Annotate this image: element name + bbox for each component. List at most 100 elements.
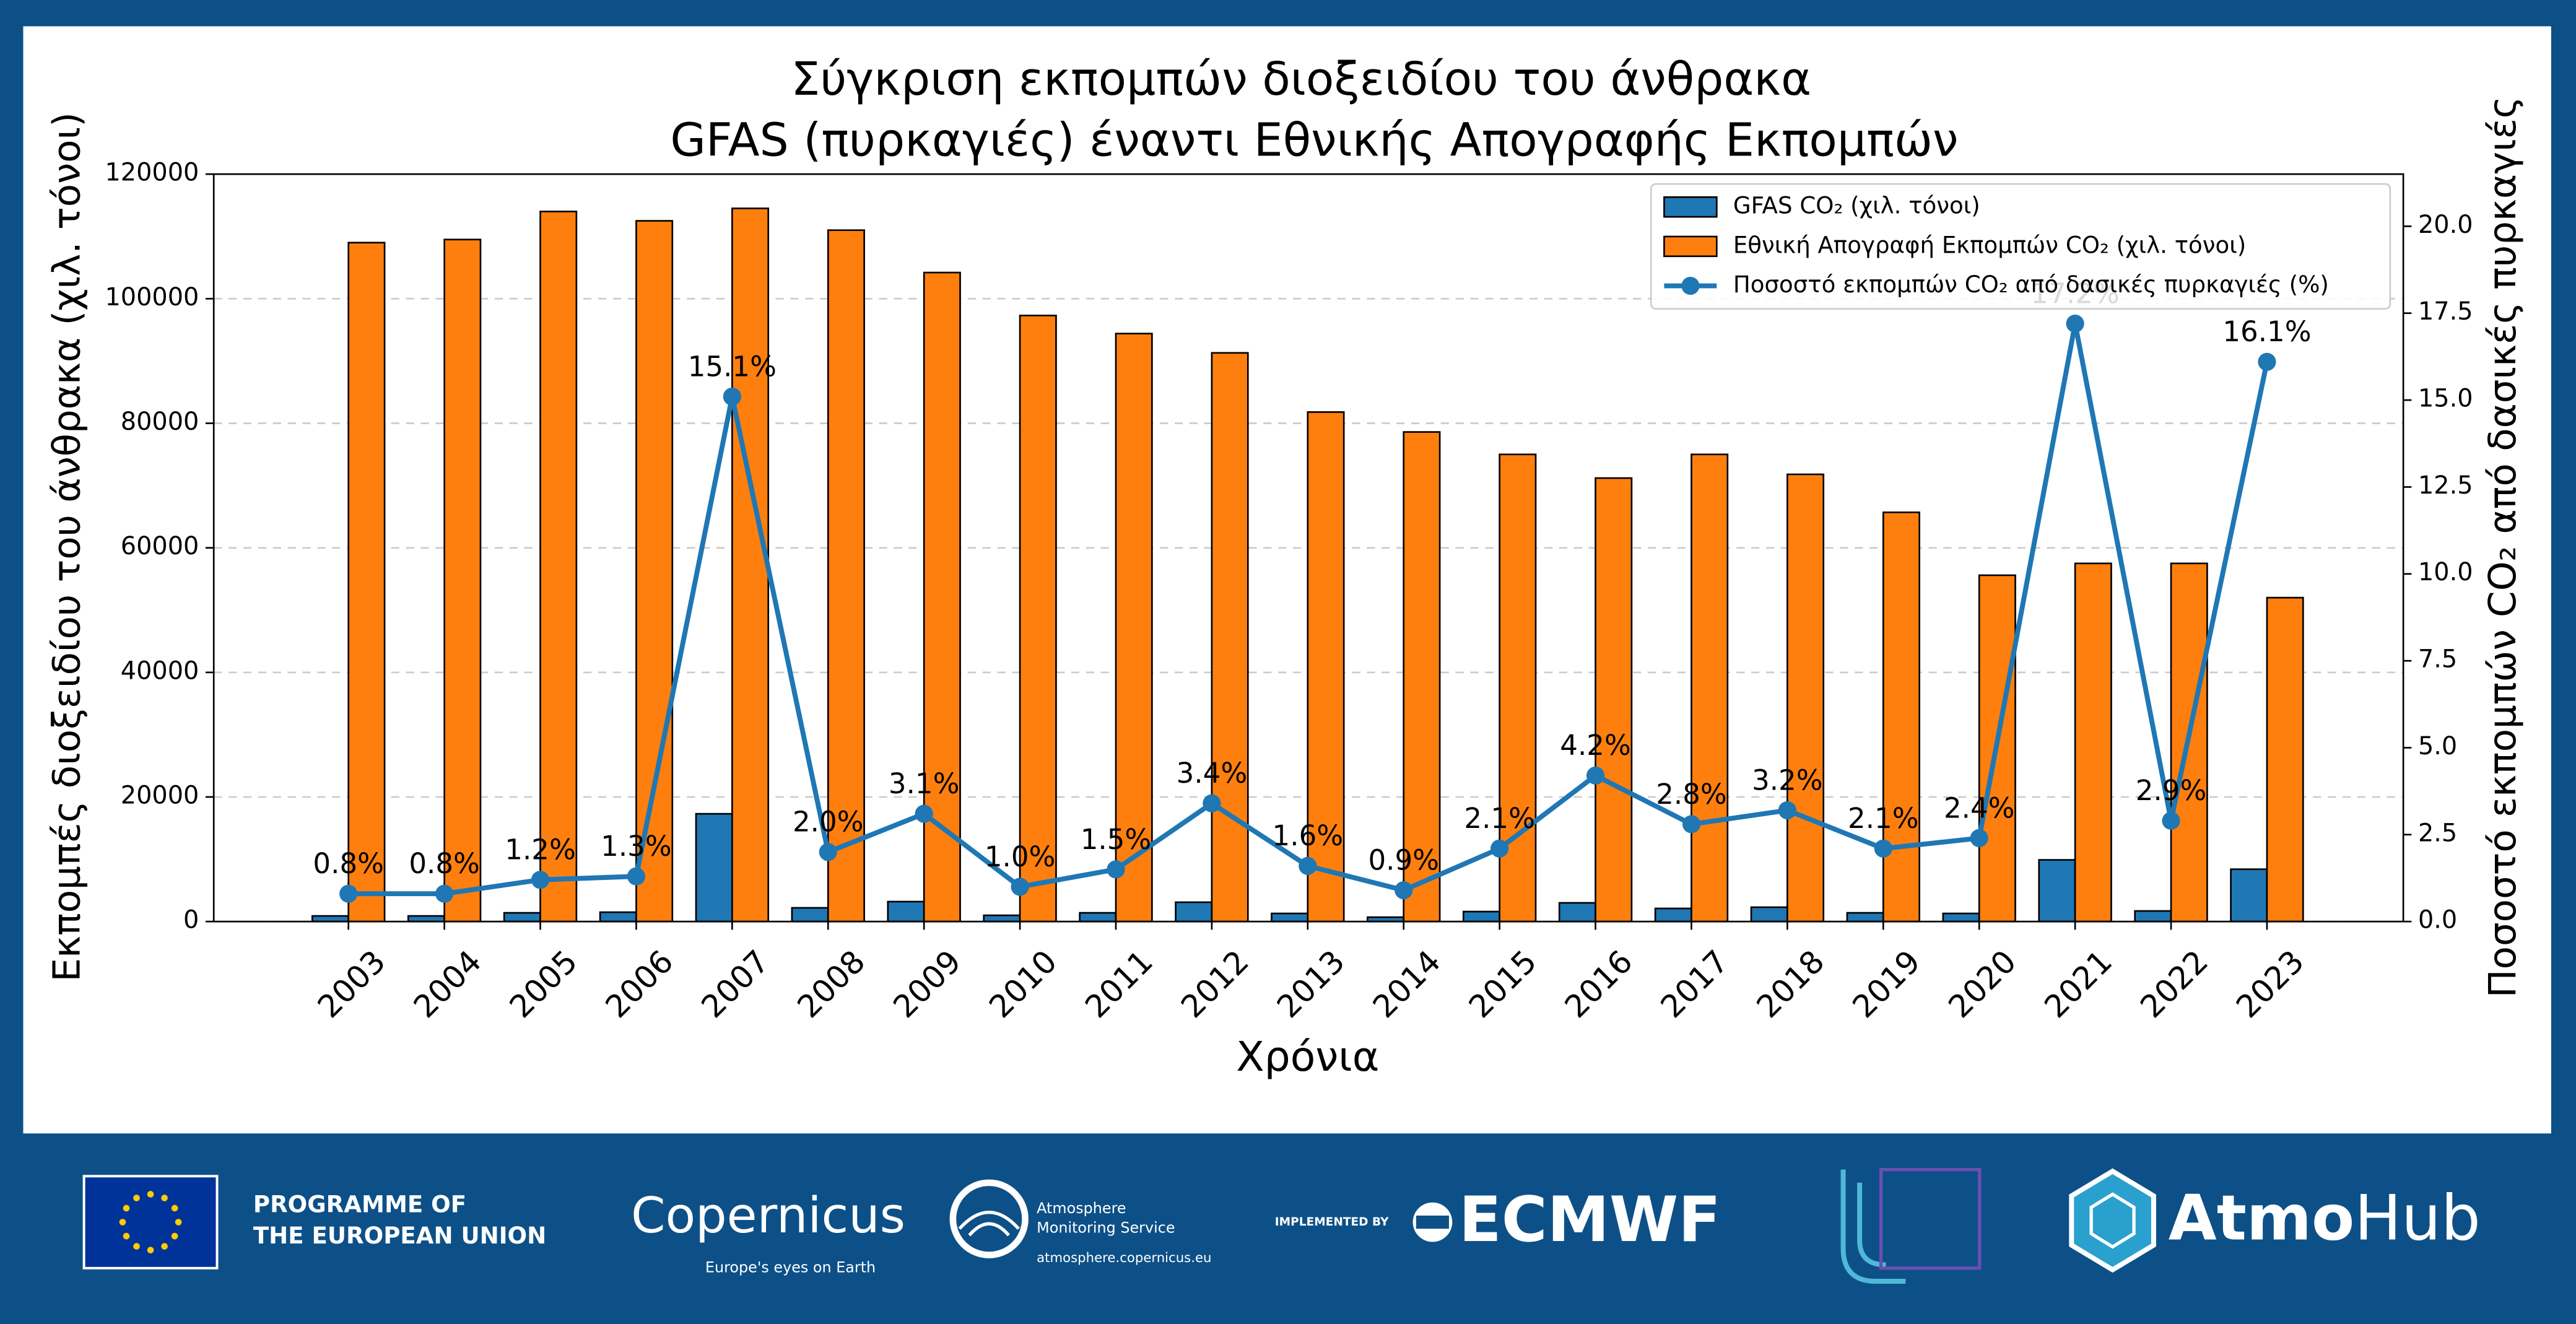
atmohub-hub: Hub — [2354, 1181, 2481, 1254]
axes-frame — [212, 173, 2404, 923]
ecmwf-icon — [1416, 1215, 1449, 1229]
data-label: 3.4% — [1177, 757, 1248, 790]
bar — [1750, 906, 1788, 923]
y2-tick-label: 2.5 — [2418, 819, 2457, 847]
bar — [539, 211, 578, 923]
data-label: 2.1% — [1464, 802, 1535, 835]
y-tick-label: 60000 — [121, 532, 199, 560]
data-label: 1.3% — [601, 830, 672, 863]
eu-star — [133, 1243, 140, 1250]
cams-icon — [958, 1210, 1020, 1237]
data-label: 3.1% — [889, 767, 960, 800]
y2-tick-label: 7.5 — [2418, 645, 2457, 674]
data-label: 1.5% — [1081, 823, 1152, 856]
bar — [1307, 411, 1345, 923]
line-marker — [2258, 352, 2276, 371]
y-tick-label: 40000 — [121, 656, 199, 685]
bar — [1462, 910, 1500, 923]
bar — [887, 900, 925, 923]
line-marker — [531, 871, 550, 889]
eu-star — [123, 1204, 130, 1212]
ecmwf-logo: ECMWF — [1459, 1183, 1721, 1256]
y2-tick-label: 20.0 — [2418, 211, 2473, 239]
bar — [2038, 859, 2076, 923]
line-marker — [627, 867, 646, 886]
line-marker — [1490, 839, 1509, 858]
eu-star — [161, 1243, 168, 1250]
line-marker — [723, 387, 741, 406]
bar — [2134, 910, 2172, 923]
bar — [1079, 912, 1117, 923]
eu-star — [119, 1219, 126, 1226]
data-label: 1.6% — [1273, 819, 1344, 852]
atmohub-atmo: Atmo — [2169, 1181, 2354, 1254]
data-label: 2.8% — [1656, 778, 1727, 811]
line-marker — [1011, 878, 1029, 896]
bar — [443, 238, 482, 923]
line-marker — [819, 843, 837, 861]
x-axis-label: Χρόνια — [1236, 1032, 1379, 1081]
bar — [2230, 868, 2268, 923]
bar — [1175, 901, 1213, 923]
bar — [731, 207, 770, 923]
eu-star — [161, 1195, 168, 1201]
y2-tick-label: 12.5 — [2418, 471, 2473, 500]
eu-star — [133, 1195, 140, 1201]
copernicus-logo: Copernicus — [631, 1187, 905, 1244]
y2-tick-label: 17.5 — [2418, 297, 2473, 326]
legend-label: GFAS CO₂ (χιλ. τόνοι) — [1733, 193, 1980, 219]
chart-subtitle: GFAS (πυρκαγιές) έναντι Εθνικής Απογραφή… — [670, 113, 1958, 167]
bar — [1271, 912, 1309, 923]
copernicus-tagline: Europe's eyes on Earth — [705, 1258, 876, 1276]
cams-text: Atmosphere — [1037, 1200, 1126, 1217]
y-axis-label: Εκπομπές διοξειδίου του άνθρακα (χιλ. τό… — [45, 112, 89, 982]
data-label: 2.4% — [1944, 791, 2015, 824]
atmohub-icon — [2069, 1168, 2156, 1273]
data-label: 4.2% — [1560, 729, 1631, 762]
line-marker — [1586, 766, 1605, 785]
line-marker — [435, 884, 454, 903]
cams-icon — [949, 1179, 1029, 1258]
line-marker — [1203, 794, 1221, 812]
legend-swatch — [1681, 276, 1700, 295]
bar — [599, 911, 637, 923]
line-marker — [1778, 801, 1796, 820]
y2-axis-label: Ποσοστό εκπομπών CO₂ από δασικές πυρκαγι… — [2481, 96, 2525, 998]
bar — [1786, 473, 1825, 923]
data-label: 0.8% — [409, 847, 480, 880]
bar — [1558, 902, 1596, 923]
eu-stars — [119, 1191, 182, 1253]
atmohub-icon — [2089, 1192, 2136, 1249]
line-marker — [1682, 815, 1701, 834]
data-label: 15.1% — [688, 350, 777, 383]
y2-tick-label: 15.0 — [2418, 385, 2473, 413]
line-marker — [1970, 829, 1988, 847]
line-marker — [1299, 856, 1317, 875]
data-label: 2.0% — [793, 806, 864, 838]
bar — [1403, 431, 1441, 923]
line-marker — [2066, 314, 2084, 333]
eu-text: THE EUROPEAN UNION — [253, 1222, 546, 1249]
data-label: 2.9% — [2136, 774, 2207, 807]
bar — [923, 271, 961, 923]
bar — [1211, 352, 1249, 923]
bar — [1019, 315, 1057, 923]
bar — [347, 242, 386, 923]
legend-box — [1650, 183, 2391, 310]
line-marker — [1395, 881, 1413, 900]
y2-tick-label: 5.0 — [2418, 732, 2457, 760]
bar — [695, 812, 733, 923]
legend-swatch — [1663, 196, 1718, 218]
legend-swatch — [1663, 235, 1718, 258]
legend-label: Εθνική Απογραφή Εκπομπών CO₂ (χιλ. τόνοι… — [1733, 232, 2246, 258]
line-marker — [1874, 839, 1892, 858]
bar — [1595, 477, 1633, 923]
bar — [2266, 596, 2304, 923]
eu-flag — [82, 1175, 219, 1270]
chart-title: Σύγκριση εκπομπών διοξειδίου του άνθρακα — [791, 52, 1811, 106]
data-label: 2.1% — [1848, 802, 1919, 835]
eu-star — [171, 1204, 178, 1212]
eu-star — [147, 1191, 154, 1198]
y-tick-label: 100000 — [105, 283, 199, 311]
